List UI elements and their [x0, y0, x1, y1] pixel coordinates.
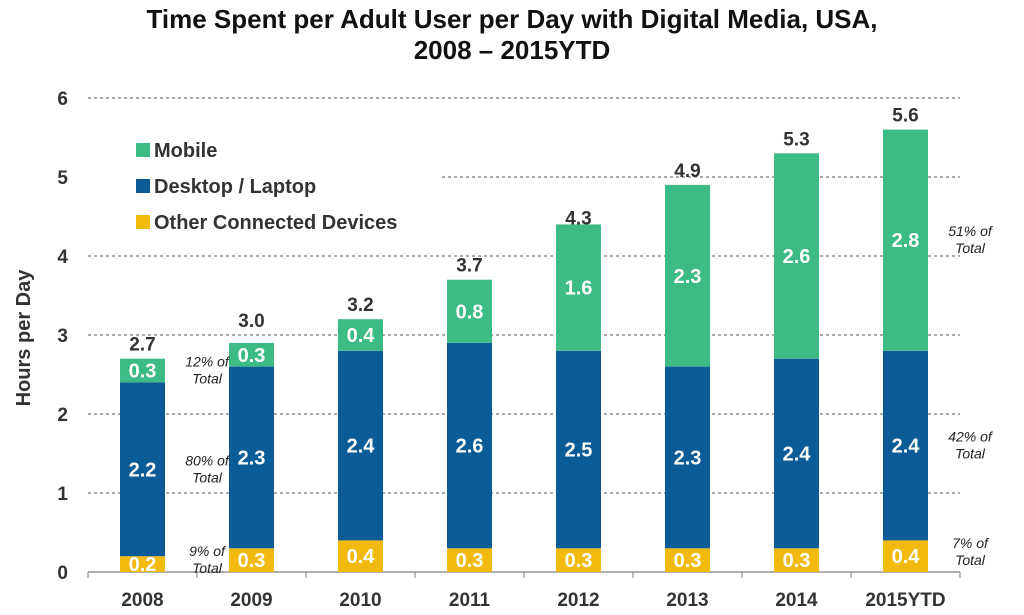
bar-segment: [338, 540, 383, 572]
bar-segment: [774, 153, 819, 359]
data-label: 0.3: [674, 550, 702, 572]
chart-title: Time Spent per Adult User per Day with D…: [0, 4, 1024, 66]
total-label: 4.9: [674, 161, 700, 182]
bar-segment: [120, 358, 165, 383]
percent-annotation: Total: [192, 469, 223, 485]
percent-annotation: 12% of: [185, 354, 231, 370]
bar-segment: [883, 540, 928, 572]
percent-annotation: 80% of: [185, 452, 231, 468]
bar-segment: [447, 279, 492, 343]
bar-segment: [120, 556, 165, 572]
data-label: 0.3: [238, 345, 266, 367]
percent-annotation: Total: [192, 560, 223, 576]
bar-segment: [556, 548, 601, 572]
data-label: 2.4: [892, 436, 921, 458]
data-label: 2.8: [892, 230, 920, 252]
total-label: 3.7: [456, 256, 482, 277]
bar-segment: [883, 350, 928, 541]
y-axis-label: Hours per Day: [13, 269, 35, 407]
bar-segment: [665, 366, 710, 549]
percent-annotation: 51% of: [948, 223, 994, 239]
percent-annotation: Total: [955, 552, 986, 568]
total-label: 3.2: [347, 295, 373, 316]
percent-annotation: Total: [192, 371, 223, 387]
x-tick-label: 2011: [449, 590, 491, 611]
legend-swatch: [136, 143, 150, 157]
percent-annotation: 7% of: [952, 535, 990, 551]
x-tick-label: 2009: [230, 590, 272, 611]
data-label: 0.4: [347, 325, 376, 347]
legend-label: Other Connected Devices: [154, 212, 397, 234]
total-label: 5.3: [783, 129, 809, 150]
data-label: 2.6: [783, 246, 811, 268]
data-label: 2.3: [238, 447, 266, 469]
bar-segment: [665, 548, 710, 572]
y-tick-label: 1: [57, 484, 68, 505]
data-label: 0.4: [892, 546, 921, 568]
data-label: 2.5: [565, 440, 593, 462]
percent-annotation: Total: [955, 240, 986, 256]
bar-segment: [774, 358, 819, 549]
bar-segment: [447, 548, 492, 572]
y-tick-label: 4: [57, 247, 68, 268]
bar-segment: [338, 350, 383, 541]
data-label: 0.3: [565, 550, 593, 572]
total-label: 2.7: [129, 335, 155, 356]
legend-label: Mobile: [154, 140, 217, 162]
y-tick-label: 0: [57, 563, 68, 584]
bar-segment: [229, 366, 274, 549]
bar-segment: [229, 548, 274, 572]
bar-segment: [556, 224, 601, 351]
bar-segment: [338, 319, 383, 351]
data-label: 2.3: [674, 266, 702, 288]
legend-swatch: [136, 215, 150, 229]
y-tick-label: 6: [57, 89, 68, 110]
data-label: 0.3: [129, 361, 157, 383]
x-tick-label: 2010: [339, 590, 381, 611]
bar-segment: [556, 350, 601, 549]
bar-segment: [120, 382, 165, 557]
data-label: 2.4: [347, 436, 376, 458]
data-label: 2.6: [456, 436, 484, 458]
data-label: 2.3: [674, 447, 702, 469]
total-label: 3.0: [238, 311, 264, 332]
chart-title-line1: Time Spent per Adult User per Day with D…: [146, 4, 878, 34]
total-label: 4.3: [565, 208, 591, 229]
x-tick-label: 2012: [557, 590, 599, 611]
legend-label: Desktop / Laptop: [154, 176, 316, 198]
percent-annotation: 9% of: [189, 543, 227, 559]
total-label: 5.6: [892, 106, 918, 127]
bar-segment: [229, 342, 274, 367]
bar-segment: [883, 129, 928, 351]
x-tick-label: 2008: [121, 590, 163, 611]
x-tick-label: 2015YTD: [865, 590, 945, 611]
x-tick-label: 2013: [666, 590, 708, 611]
bar-segment: [774, 548, 819, 572]
data-label: 0.2: [129, 554, 157, 576]
y-tick-label: 3: [57, 326, 68, 347]
y-tick-label: 5: [57, 168, 68, 189]
bar-segment: [447, 342, 492, 549]
chart-title-line2: 2008 – 2015YTD: [413, 35, 611, 65]
legend-swatch: [136, 179, 150, 193]
data-label: 0.8: [456, 301, 484, 323]
data-label: 0.3: [783, 550, 811, 572]
y-tick-label: 2: [57, 405, 68, 426]
percent-annotation: Total: [955, 446, 986, 462]
percent-annotation: 42% of: [948, 429, 994, 445]
data-label: 0.3: [238, 550, 266, 572]
data-label: 0.3: [456, 550, 484, 572]
data-label: 2.4: [783, 444, 812, 466]
bar-segment: [665, 184, 710, 367]
x-tick-label: 2014: [775, 590, 818, 611]
data-label: 2.2: [129, 459, 157, 481]
data-label: 1.6: [565, 278, 593, 300]
data-label: 0.4: [347, 546, 376, 568]
